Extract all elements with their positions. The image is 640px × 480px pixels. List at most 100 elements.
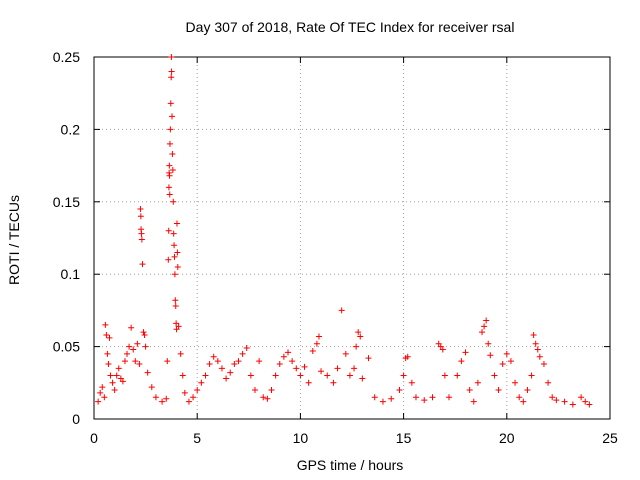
data-point [202, 372, 209, 379]
data-point [124, 350, 131, 357]
data-point [247, 372, 254, 379]
data-point [355, 329, 362, 336]
data-point [126, 343, 133, 350]
data-point [136, 360, 143, 367]
ticks: 0 5 10 15 20 25 0 0.05 0.1 0.15 0.2 0.25 [53, 49, 618, 446]
data-point [235, 358, 242, 365]
data-point [318, 368, 325, 375]
x-tick-label: 25 [602, 430, 618, 446]
data-point [227, 369, 234, 376]
data-point [164, 358, 171, 365]
data-point [507, 358, 514, 365]
data-point [137, 213, 144, 220]
data-point [528, 372, 535, 379]
data-point [169, 151, 176, 158]
data-point [223, 375, 230, 382]
data-point [379, 398, 386, 405]
data-point [142, 343, 149, 350]
data-point [119, 378, 126, 385]
data-point [168, 74, 175, 81]
data-point [141, 332, 148, 339]
data-point [371, 394, 378, 401]
data-point [532, 340, 539, 347]
data-point [549, 394, 556, 401]
x-tick-label: 5 [193, 430, 201, 446]
data-point [97, 389, 104, 396]
data-point [297, 372, 304, 379]
data-point [553, 397, 560, 404]
data-point [169, 166, 176, 173]
data-point [173, 220, 180, 227]
data-point [138, 230, 145, 237]
data-point [487, 352, 494, 359]
data-point [408, 379, 415, 386]
data-point [144, 369, 151, 376]
data-point [324, 372, 331, 379]
data-point [165, 256, 172, 263]
x-tick-label: 20 [499, 430, 515, 446]
data-point [172, 303, 179, 310]
data-point [181, 389, 188, 396]
data-point [140, 329, 147, 336]
data-point [530, 332, 537, 339]
data-point [353, 343, 360, 350]
data-point [104, 350, 111, 357]
data-point [330, 379, 337, 386]
data-point [264, 395, 271, 402]
data-point [170, 230, 177, 237]
data-point [95, 398, 102, 405]
data-point [111, 387, 118, 394]
plot-frame [93, 56, 611, 420]
data-point [214, 358, 221, 365]
data-point [239, 350, 246, 357]
data-point [137, 206, 144, 213]
data-point [109, 379, 116, 386]
data-point [429, 394, 436, 401]
data-point [495, 387, 502, 394]
data-point [276, 360, 283, 367]
data-point [165, 227, 172, 234]
data-point [421, 397, 428, 404]
data-point [185, 398, 192, 405]
data-point [218, 365, 225, 372]
data-point [167, 100, 174, 107]
data-point [454, 372, 461, 379]
data-point [359, 375, 366, 382]
data-point [365, 355, 372, 362]
data-point [168, 68, 175, 75]
data-point [103, 332, 110, 339]
data-point [101, 394, 108, 401]
data-point [167, 126, 174, 133]
data-point [534, 346, 541, 353]
y-tick-label: 0.2 [61, 121, 81, 137]
data-point [99, 384, 106, 391]
data-point [166, 162, 173, 169]
data-point [545, 379, 552, 386]
data-point [166, 172, 173, 179]
data-point [503, 350, 510, 357]
data-point [174, 249, 181, 256]
data-point [485, 340, 492, 347]
data-point [338, 307, 345, 314]
data-point [412, 394, 419, 401]
data-point [400, 372, 407, 379]
data-point [174, 263, 181, 270]
data-point [569, 401, 576, 408]
data-point [256, 358, 263, 365]
data-point [524, 387, 531, 394]
data-point [138, 236, 145, 243]
data-point [357, 333, 364, 340]
data-point [342, 350, 349, 357]
data-point [441, 372, 448, 379]
data-point [388, 395, 395, 402]
data-point [483, 317, 490, 324]
data-point [166, 140, 173, 147]
data-point [479, 329, 486, 336]
data-point [243, 345, 250, 352]
data-point [313, 340, 320, 347]
data-point [190, 394, 197, 401]
data-point [194, 387, 201, 394]
data-point [351, 365, 358, 372]
y-tick-label: 0 [72, 411, 80, 427]
data-point [578, 394, 585, 401]
